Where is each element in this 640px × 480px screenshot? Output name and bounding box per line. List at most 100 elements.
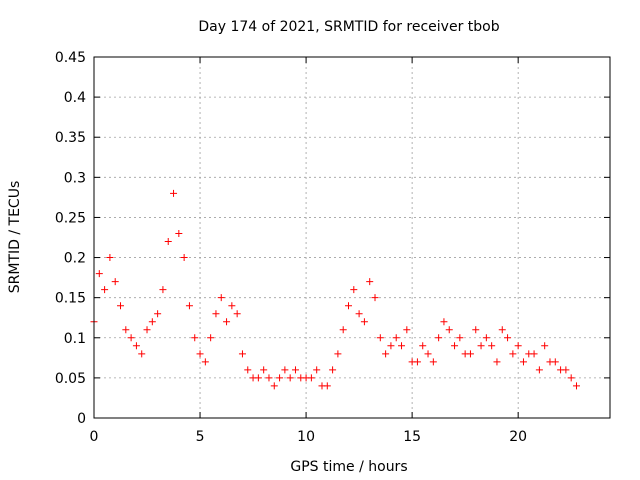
data-point (244, 366, 252, 374)
data-point (567, 374, 575, 382)
data-point (180, 254, 188, 262)
data-point (212, 310, 220, 318)
y-tick-label: 0.45 (55, 50, 86, 66)
data-point (138, 350, 146, 358)
data-point (111, 278, 119, 286)
data-point (164, 238, 172, 246)
data-point (482, 334, 490, 342)
data-point (201, 358, 209, 366)
y-tick-label: 0.3 (64, 170, 86, 186)
x-tick-label: 20 (509, 429, 527, 445)
data-point (387, 342, 395, 350)
data-point (419, 342, 427, 350)
data-point (398, 342, 406, 350)
data-point (106, 254, 114, 262)
data-point (451, 342, 459, 350)
data-points (90, 189, 580, 390)
data-point (477, 342, 485, 350)
y-tick-label: 0.05 (55, 371, 86, 387)
data-point (541, 342, 549, 350)
data-point (456, 334, 464, 342)
data-point (392, 334, 400, 342)
y-tick-label: 0.1 (64, 331, 86, 347)
data-point (413, 358, 421, 366)
data-point (504, 334, 512, 342)
data-point (223, 318, 231, 326)
data-point (238, 350, 246, 358)
data-point (132, 342, 140, 350)
y-axis-label: SRMTID / TECUs (7, 181, 23, 294)
y-tick-label: 0.4 (64, 90, 86, 106)
data-point (233, 310, 241, 318)
data-point (366, 278, 374, 286)
data-point (175, 229, 183, 237)
data-point (323, 382, 331, 390)
x-axis-label: GPS time / hours (290, 459, 407, 475)
data-point (440, 318, 448, 326)
data-point (435, 334, 443, 342)
data-point (143, 326, 151, 334)
x-tick-label: 15 (403, 429, 421, 445)
data-point (572, 382, 580, 390)
data-point (551, 358, 559, 366)
data-point (191, 334, 199, 342)
data-point (376, 334, 384, 342)
data-point (281, 366, 289, 374)
data-point (382, 350, 390, 358)
data-point (424, 350, 432, 358)
x-tick-label: 0 (90, 429, 99, 445)
data-point (360, 318, 368, 326)
data-point (159, 286, 167, 294)
data-point (403, 326, 411, 334)
data-point (313, 366, 321, 374)
y-tick-label: 0.35 (55, 130, 86, 146)
y-tick-label: 0.25 (55, 210, 86, 226)
data-point (217, 294, 225, 302)
axis-ticks: 0 0.05 0.1 0.15 0.2 0.25 0.3 0.35 0.4 0.45 0 5 10 15 2… (55, 50, 610, 445)
data-point (148, 318, 156, 326)
data-point (270, 382, 278, 390)
data-point (122, 326, 130, 334)
data-point (307, 374, 315, 382)
data-point (562, 366, 570, 374)
data-point (154, 310, 162, 318)
data-point (127, 334, 135, 342)
data-point (276, 374, 284, 382)
data-point (509, 350, 517, 358)
data-point (286, 374, 294, 382)
y-tick-label: 0 (77, 411, 86, 427)
data-point (429, 358, 437, 366)
data-point (265, 374, 273, 382)
data-point (514, 342, 522, 350)
data-point (445, 326, 453, 334)
plot-frame (93, 56, 611, 419)
data-point (339, 326, 347, 334)
data-point (530, 350, 538, 358)
data-point (466, 350, 474, 358)
data-point (355, 310, 363, 318)
y-tick-label: 0.15 (55, 291, 86, 307)
data-point (101, 286, 109, 294)
data-point (228, 302, 236, 310)
data-point (260, 366, 268, 374)
data-point (185, 302, 193, 310)
data-point (371, 294, 379, 302)
data-point (498, 326, 506, 334)
chart-title: Day 174 of 2021, SRMTID for receiver tbo… (198, 19, 499, 35)
data-point (345, 302, 353, 310)
data-point (350, 286, 358, 294)
data-point (95, 270, 103, 278)
x-tick-label: 5 (196, 429, 205, 445)
data-point (488, 342, 496, 350)
data-point (334, 350, 342, 358)
data-point (254, 374, 262, 382)
data-point (291, 366, 299, 374)
data-point (472, 326, 480, 334)
data-point (117, 302, 125, 310)
data-point (170, 189, 178, 197)
data-point (207, 334, 215, 342)
data-point (196, 350, 204, 358)
data-point (535, 366, 543, 374)
